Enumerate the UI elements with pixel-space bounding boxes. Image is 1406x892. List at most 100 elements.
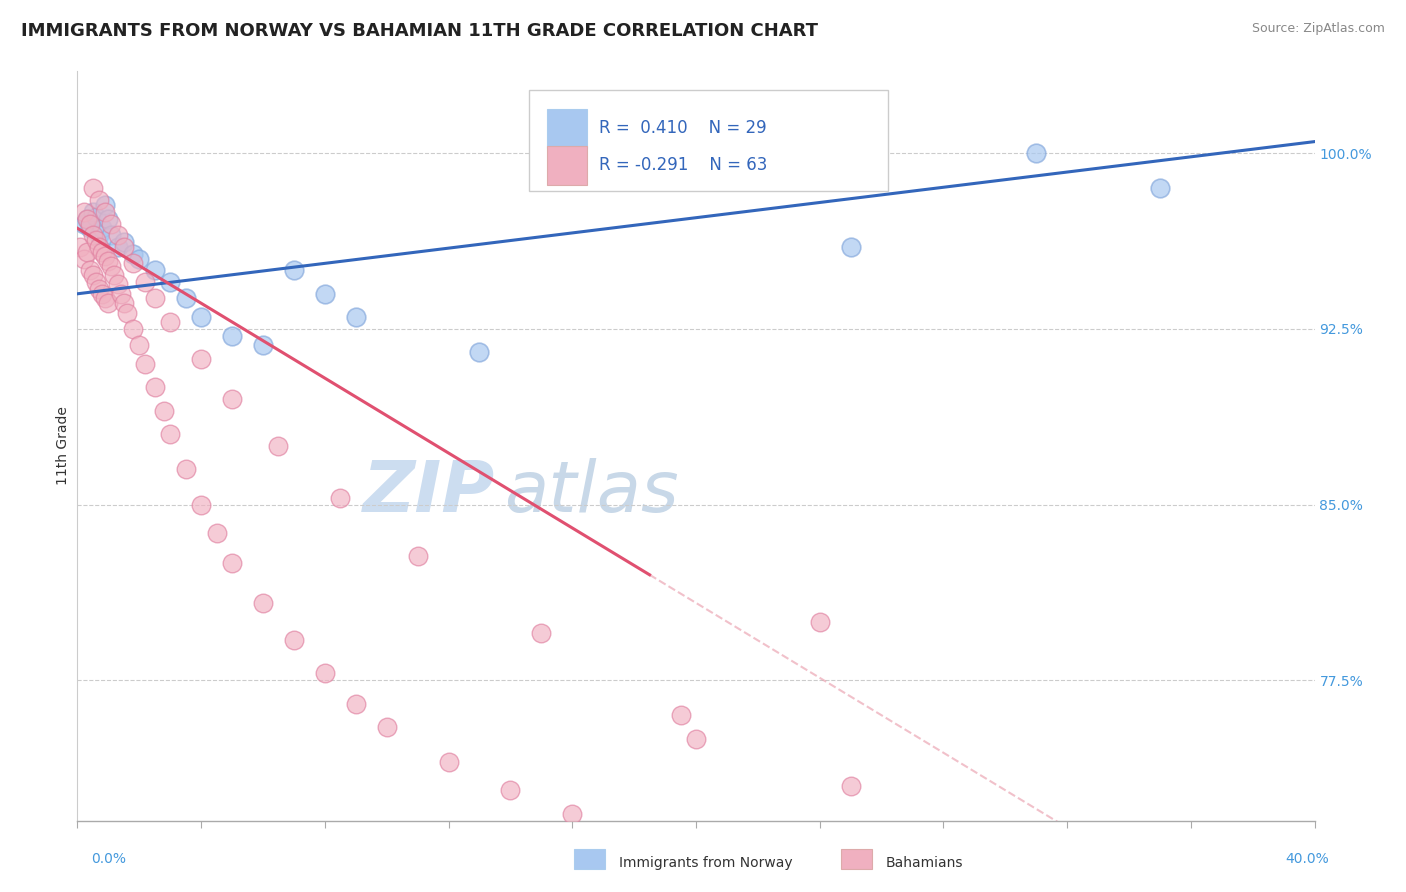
Point	[561, 806, 583, 821]
Point	[669, 708, 692, 723]
Point	[375, 720, 398, 734]
Point	[437, 755, 460, 769]
FancyBboxPatch shape	[547, 146, 588, 186]
Point	[87, 193, 110, 207]
Point	[91, 221, 114, 235]
Point	[82, 228, 104, 243]
Point	[110, 286, 132, 301]
Bar	[574, 849, 605, 869]
Point	[76, 211, 98, 226]
Point	[94, 204, 117, 219]
Point	[190, 498, 212, 512]
Point	[839, 779, 862, 793]
Point	[87, 228, 110, 243]
Point	[103, 268, 125, 282]
Point	[190, 352, 212, 367]
Point	[84, 210, 107, 224]
Point	[143, 380, 166, 394]
Point	[314, 286, 336, 301]
Point	[112, 240, 135, 254]
Point	[107, 228, 129, 243]
Point	[76, 244, 98, 259]
Point	[82, 204, 104, 219]
Point	[747, 158, 769, 172]
Text: IMMIGRANTS FROM NORWAY VS BAHAMIAN 11TH GRADE CORRELATION CHART: IMMIGRANTS FROM NORWAY VS BAHAMIAN 11TH …	[21, 22, 818, 40]
Point	[283, 633, 305, 648]
Point	[808, 615, 831, 629]
Point	[107, 277, 129, 292]
Point	[79, 221, 101, 235]
Text: ZIP: ZIP	[363, 458, 495, 527]
Point	[153, 404, 176, 418]
Point	[329, 491, 352, 505]
Point	[72, 204, 94, 219]
Point	[82, 181, 104, 195]
Point	[143, 292, 166, 306]
Point	[252, 338, 274, 352]
Point	[87, 282, 110, 296]
Point	[94, 198, 117, 212]
Point	[314, 666, 336, 681]
Point	[112, 235, 135, 250]
FancyBboxPatch shape	[547, 109, 588, 148]
Point	[82, 268, 104, 282]
Point	[97, 296, 120, 310]
Text: 40.0%: 40.0%	[1285, 852, 1329, 866]
Point	[159, 315, 181, 329]
Point	[283, 263, 305, 277]
Point	[174, 292, 197, 306]
Point	[91, 244, 114, 259]
Point	[221, 329, 243, 343]
Point	[100, 228, 122, 243]
Point	[159, 275, 181, 289]
Point	[100, 217, 122, 231]
Point	[115, 305, 138, 319]
Point	[1025, 146, 1047, 161]
Text: Source: ZipAtlas.com: Source: ZipAtlas.com	[1251, 22, 1385, 36]
Text: atlas: atlas	[505, 458, 679, 527]
Point	[159, 427, 181, 442]
Point	[91, 286, 114, 301]
Text: R = -0.291    N = 63: R = -0.291 N = 63	[599, 156, 768, 174]
Bar	[841, 849, 872, 869]
Point	[143, 263, 166, 277]
Point	[1149, 181, 1171, 195]
Point	[100, 259, 122, 273]
Point	[839, 240, 862, 254]
Point	[107, 240, 129, 254]
Point	[134, 275, 156, 289]
Point	[468, 345, 491, 359]
Text: R =  0.410    N = 29: R = 0.410 N = 29	[599, 119, 768, 136]
Point	[84, 233, 107, 247]
Point	[685, 731, 707, 746]
Point	[128, 252, 150, 266]
FancyBboxPatch shape	[529, 90, 887, 191]
Point	[128, 338, 150, 352]
Point	[267, 439, 290, 453]
Point	[174, 462, 197, 476]
Point	[122, 247, 145, 261]
Text: 0.0%: 0.0%	[91, 852, 127, 866]
Point	[499, 783, 522, 797]
Point	[72, 217, 94, 231]
Point	[94, 249, 117, 263]
Point	[221, 556, 243, 570]
Point	[190, 310, 212, 325]
Point	[94, 292, 117, 306]
Point	[122, 256, 145, 270]
Point	[134, 357, 156, 371]
Point	[252, 596, 274, 610]
Point	[205, 525, 228, 540]
Point	[122, 322, 145, 336]
Point	[72, 252, 94, 266]
Point	[76, 211, 98, 226]
Point	[79, 263, 101, 277]
Point	[69, 240, 91, 254]
Point	[112, 296, 135, 310]
Point	[344, 697, 367, 711]
Point	[221, 392, 243, 406]
Point	[530, 626, 553, 640]
Point	[97, 211, 120, 226]
Text: Immigrants from Norway: Immigrants from Norway	[619, 855, 792, 870]
Y-axis label: 11th Grade: 11th Grade	[56, 407, 70, 485]
